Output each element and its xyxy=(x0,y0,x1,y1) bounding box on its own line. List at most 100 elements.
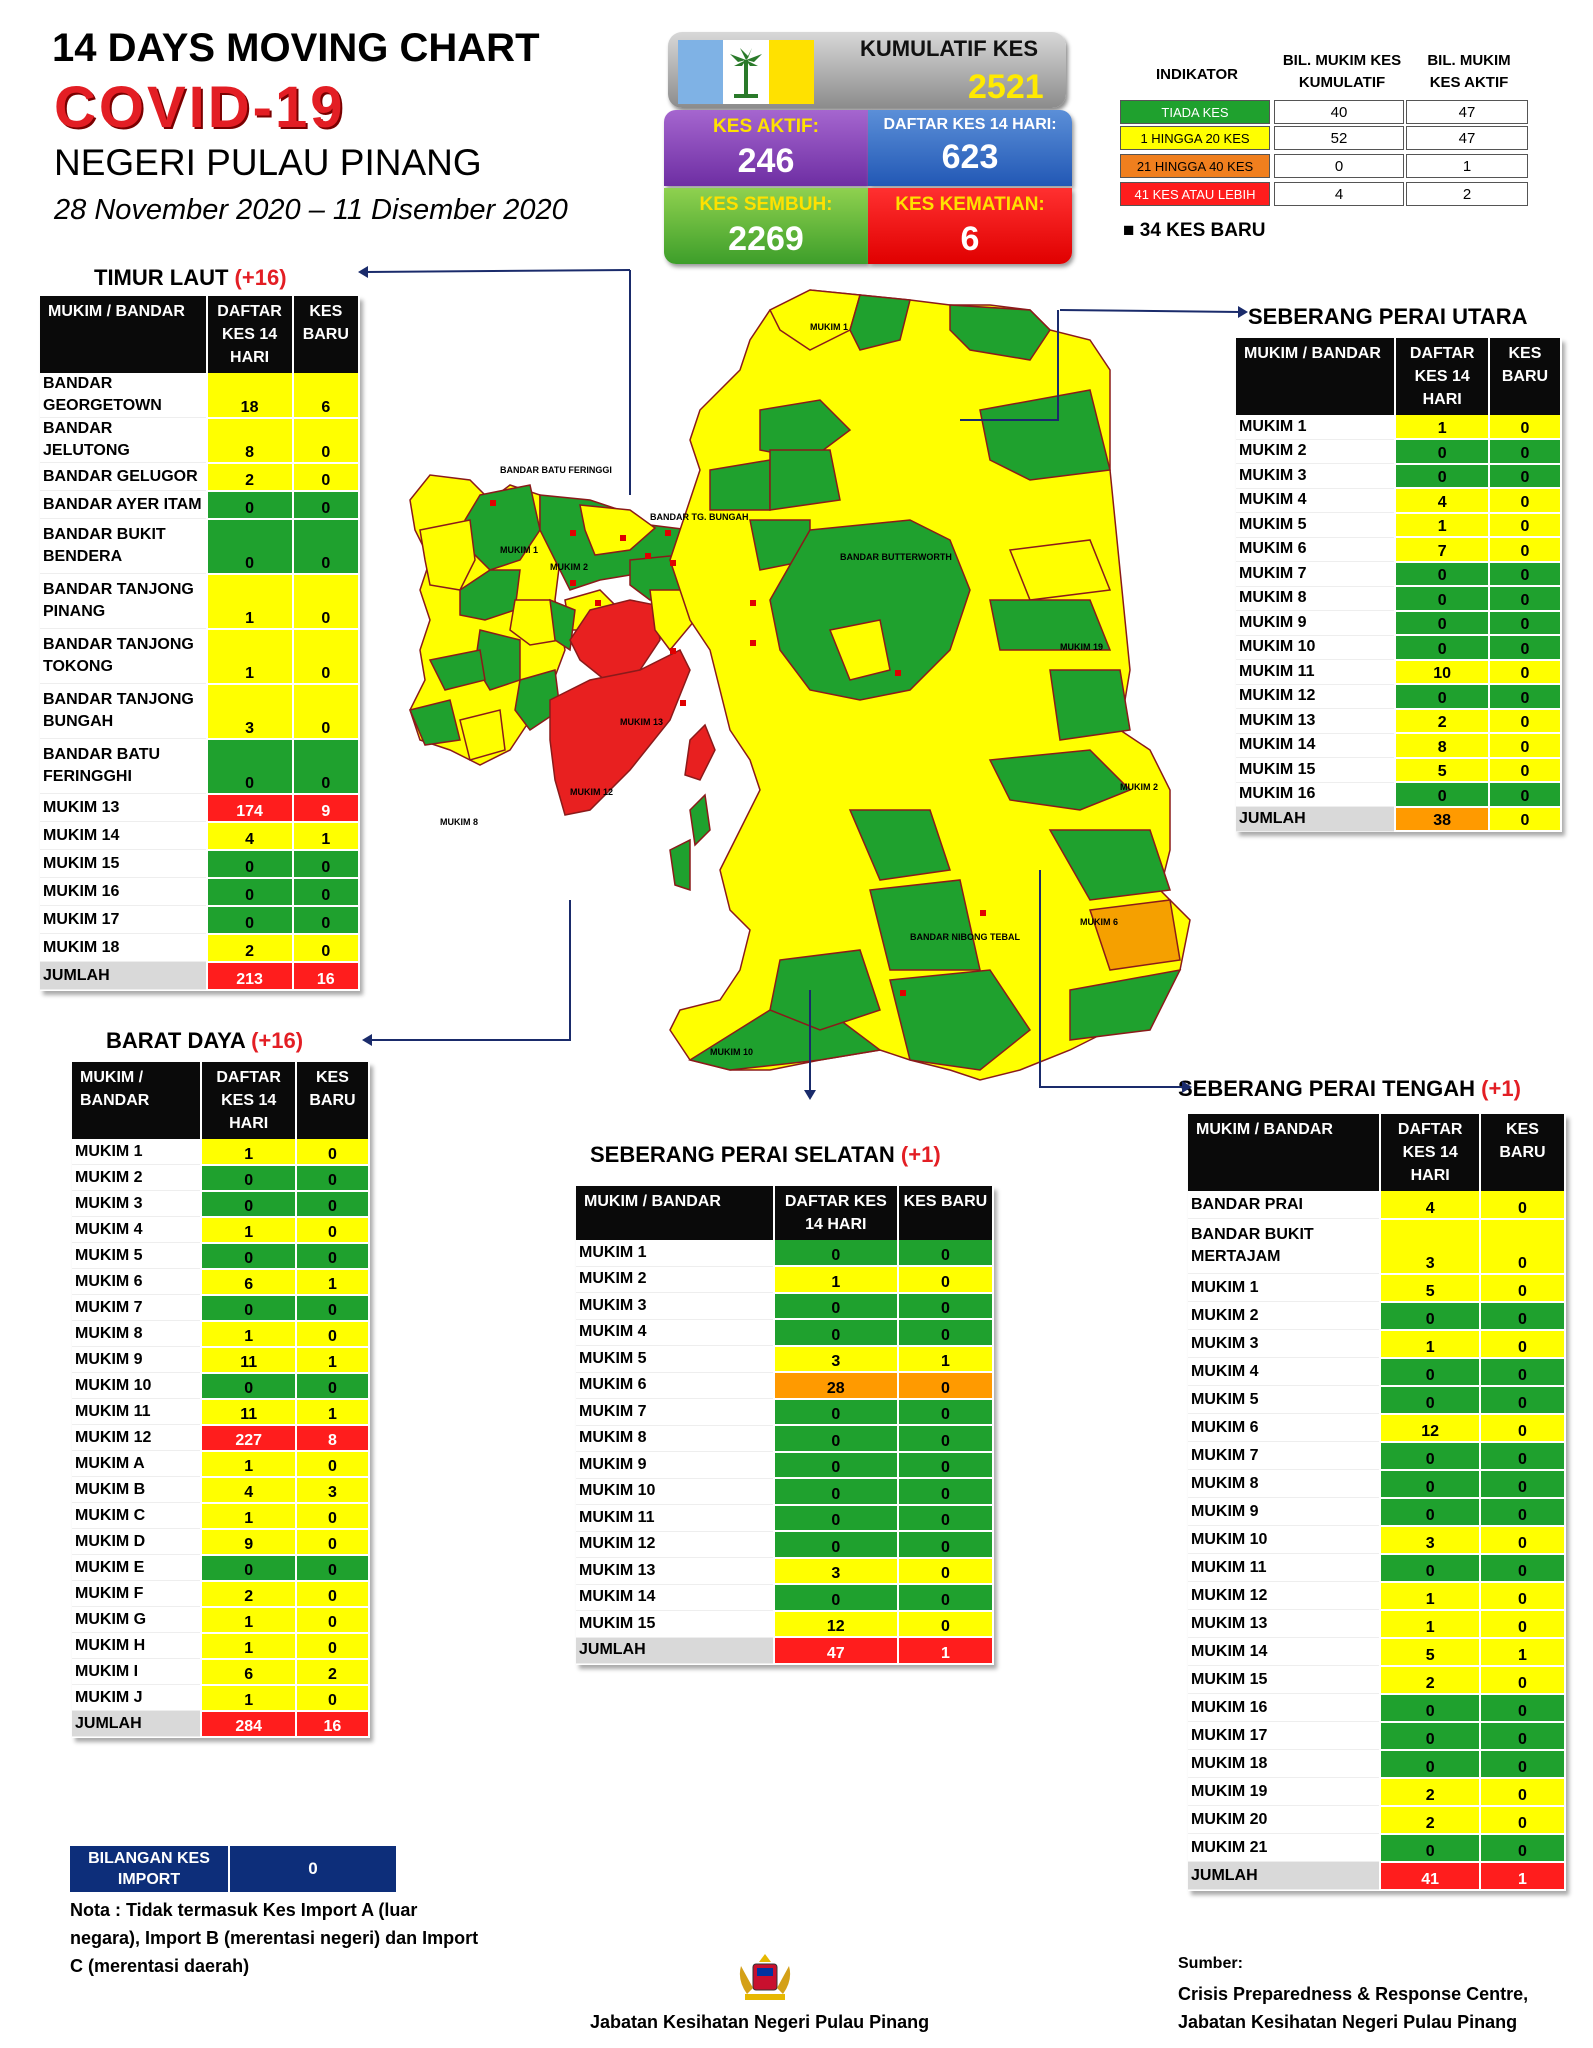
state-title: NEGERI PULAU PINANG xyxy=(54,142,482,183)
cell-name: MUKIM 6 xyxy=(1236,537,1397,562)
cell-baru: 0 xyxy=(292,573,361,630)
cell-name: MUKIM H xyxy=(72,1632,203,1659)
cell-baru: 0 xyxy=(292,738,361,795)
table-row: MUKIM 15 0 0 xyxy=(40,849,361,879)
cell-daftar: 0 xyxy=(1380,1441,1481,1471)
cell-name: MUKIM 9 xyxy=(1236,610,1397,636)
cell-baru: 0 xyxy=(295,1139,371,1166)
table-row: MUKIM 13 2 0 xyxy=(1236,708,1563,734)
island-mukim12 xyxy=(549,648,691,816)
cell-daftar: 5 xyxy=(1380,1273,1481,1303)
cell-baru: 0 xyxy=(1479,1413,1567,1443)
aktif-label: KES AKTIF: xyxy=(713,116,819,137)
cell-baru: 0 xyxy=(897,1398,995,1426)
cell-name: MUKIM 3 xyxy=(576,1292,775,1320)
cell-baru: 0 xyxy=(1488,708,1563,734)
cell-daftar: 28 xyxy=(773,1372,899,1400)
cell-name: MUKIM 1 xyxy=(1236,415,1397,440)
bandar-markers xyxy=(490,500,986,996)
cell-baru: 0 xyxy=(1488,537,1563,563)
cell-baru: 0 xyxy=(897,1557,995,1585)
table-row: MUKIM 20 2 0 xyxy=(1188,1805,1567,1835)
cell-baru: 0 xyxy=(897,1372,995,1400)
cell-baru: 0 xyxy=(1488,463,1563,489)
cell-daftar: 0 xyxy=(206,877,294,907)
cell-baru: 0 xyxy=(292,462,361,492)
cell-name: MUKIM 11 xyxy=(576,1504,775,1532)
spt-name: SEBERANG PERAI TENGAH xyxy=(1178,1076,1476,1101)
cell-baru: 0 xyxy=(292,877,361,907)
cell-name: MUKIM D xyxy=(72,1528,203,1555)
col-header-baru: KES BARU xyxy=(1479,1114,1567,1191)
cell-daftar: 4 xyxy=(206,821,294,851)
table-row: MUKIM 12 0 0 xyxy=(576,1531,995,1559)
cell-baru: 0 xyxy=(897,1266,995,1294)
cell-daftar: 2 xyxy=(206,933,294,963)
col-header-mukim: MUKIM / BANDAR xyxy=(576,1186,775,1240)
cell-baru: 0 xyxy=(1479,1777,1567,1807)
cell-baru: 0 xyxy=(295,1164,371,1192)
cell-daftar: 3 xyxy=(1380,1525,1481,1555)
cell-baru: 0 xyxy=(1479,1693,1567,1723)
import-label: BILANGAN KES IMPORT xyxy=(70,1846,230,1892)
table-row: MUKIM 10 3 0 xyxy=(1188,1525,1567,1555)
cell-baru: 0 xyxy=(1488,635,1563,661)
cell-daftar: 0 xyxy=(201,1372,297,1400)
import-value: 0 xyxy=(308,1859,318,1878)
mainland-m1s xyxy=(988,749,1132,811)
cell-name: MUKIM 4 xyxy=(1188,1357,1382,1386)
cell-name: MUKIM 12 xyxy=(1236,684,1397,709)
cell-daftar: 1 xyxy=(201,1139,297,1166)
cell-daftar: 0 xyxy=(201,1294,297,1322)
cell-name: MUKIM 7 xyxy=(72,1294,203,1321)
timur-laut-name: TIMUR LAUT xyxy=(94,265,229,290)
cell-name: MUKIM 8 xyxy=(1236,586,1397,611)
cell-daftar: 5 xyxy=(1395,757,1490,783)
cell-baru: 0 xyxy=(1479,1385,1567,1415)
cell-daftar: 4 xyxy=(1380,1191,1481,1220)
cell-baru: 9 xyxy=(292,793,361,823)
kumulatif-label: KUMULATIF KES xyxy=(860,36,1039,61)
cell-baru: 0 xyxy=(295,1190,371,1218)
cell-name: BANDAR PRAI xyxy=(1188,1191,1382,1219)
cell-name: MUKIM G xyxy=(72,1606,203,1633)
cell-name: MUKIM 3 xyxy=(1236,463,1397,489)
cell-name: BANDAR TANJONG BUNGAH xyxy=(40,683,208,739)
spt-table: MUKIM / BANDAR DAFTAR KES 14 HARI KES BARU… xyxy=(1188,1114,1567,1891)
table-row: MUKIM 11 0 0 xyxy=(1188,1553,1567,1583)
table-row: MUKIM 15 5 0 xyxy=(1236,757,1563,783)
cell-baru: 0 xyxy=(295,1554,371,1582)
table-row: MUKIM 17 0 0 xyxy=(40,905,361,935)
cell-baru: 0 xyxy=(295,1294,371,1322)
cell-baru: 1 xyxy=(295,1268,371,1296)
cell-name: MUKIM F xyxy=(72,1580,203,1607)
cell-name: MUKIM A xyxy=(72,1450,203,1477)
table-row: MUKIM 11 11 1 xyxy=(72,1398,371,1426)
footer-department: Jabatan Kesihatan Negeri Pulau Pinang xyxy=(590,2012,930,2032)
table-row: BANDAR TANJONG BUNGAH 3 0 xyxy=(40,683,361,740)
cell-daftar: 2 xyxy=(1380,1777,1481,1807)
cell-daftar: 5 xyxy=(1380,1637,1481,1667)
cell-name: MUKIM 2 xyxy=(1188,1301,1382,1330)
cell-name: MUKIM 9 xyxy=(72,1346,203,1373)
cell-baru: 0 xyxy=(292,518,361,575)
sembuh-box: KES SEMBUH: 2269 xyxy=(664,188,868,264)
cell-daftar: 0 xyxy=(773,1504,899,1532)
cell-daftar: 0 xyxy=(201,1554,297,1582)
cell-name: MUKIM 12 xyxy=(576,1531,775,1558)
sps-title: SEBERANG PERAI SELATAN (+1) xyxy=(590,1142,941,1168)
cell-name: MUKIM 1 xyxy=(72,1139,203,1165)
cell-daftar: 0 xyxy=(1380,1357,1481,1387)
cell-name: MUKIM 17 xyxy=(1188,1721,1382,1750)
cell-name: MUKIM 10 xyxy=(576,1478,775,1505)
cell-name: MUKIM 9 xyxy=(576,1451,775,1479)
col-header-mukim: MUKIM / BANDAR xyxy=(72,1062,203,1139)
